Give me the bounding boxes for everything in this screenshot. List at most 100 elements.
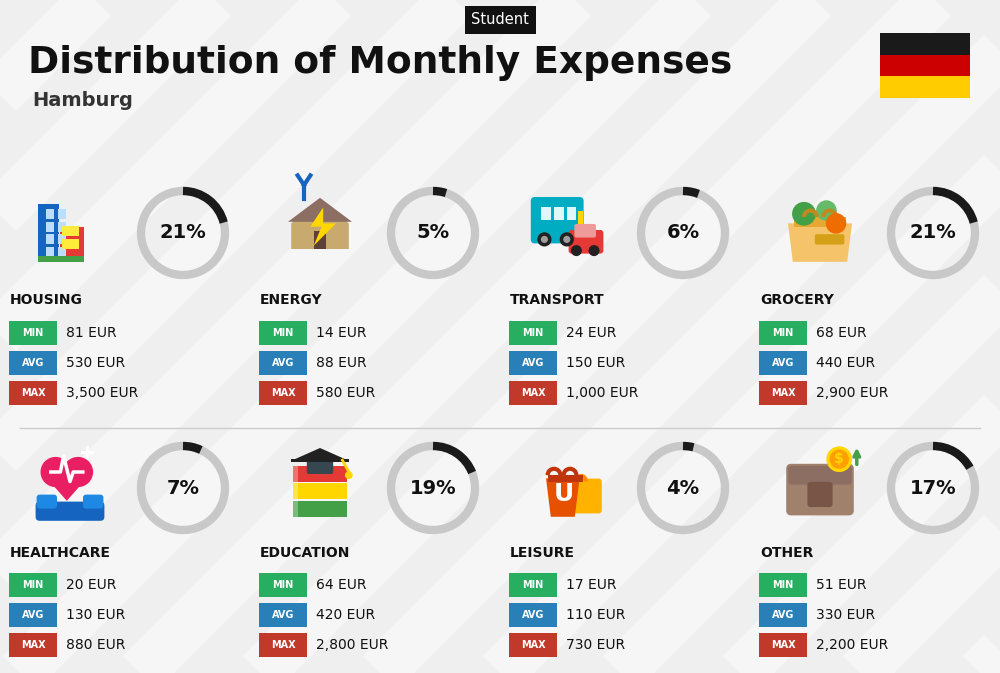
FancyBboxPatch shape [9, 351, 57, 375]
FancyBboxPatch shape [36, 501, 104, 521]
FancyBboxPatch shape [541, 207, 551, 220]
FancyBboxPatch shape [569, 230, 603, 254]
Circle shape [564, 236, 570, 242]
FancyBboxPatch shape [58, 221, 66, 232]
FancyBboxPatch shape [259, 633, 307, 657]
Text: 440 EUR: 440 EUR [816, 356, 875, 370]
Text: 2,900 EUR: 2,900 EUR [816, 386, 888, 400]
Text: 24 EUR: 24 EUR [566, 326, 616, 340]
FancyBboxPatch shape [46, 234, 54, 244]
FancyBboxPatch shape [880, 55, 970, 76]
FancyBboxPatch shape [509, 573, 557, 597]
Circle shape [826, 214, 846, 233]
FancyBboxPatch shape [307, 457, 333, 474]
Text: 420 EUR: 420 EUR [316, 608, 375, 622]
Polygon shape [546, 479, 580, 517]
Polygon shape [291, 448, 349, 461]
Text: MAX: MAX [521, 388, 545, 398]
FancyBboxPatch shape [259, 573, 307, 597]
FancyBboxPatch shape [70, 226, 79, 236]
Text: 21%: 21% [160, 223, 206, 242]
Text: U: U [553, 483, 574, 506]
FancyBboxPatch shape [81, 451, 94, 454]
FancyBboxPatch shape [58, 234, 66, 244]
Text: 68 EUR: 68 EUR [816, 326, 867, 340]
Text: 1,000 EUR: 1,000 EUR [566, 386, 638, 400]
Text: 730 EUR: 730 EUR [566, 638, 625, 652]
Circle shape [538, 233, 551, 246]
Text: 17 EUR: 17 EUR [566, 578, 616, 592]
FancyBboxPatch shape [37, 495, 57, 509]
FancyBboxPatch shape [86, 446, 89, 459]
FancyBboxPatch shape [38, 204, 59, 262]
Text: MIN: MIN [22, 328, 44, 338]
FancyBboxPatch shape [293, 501, 298, 517]
Text: AVG: AVG [272, 610, 294, 620]
FancyBboxPatch shape [509, 351, 557, 375]
Text: MAX: MAX [771, 388, 795, 398]
Text: 3,500 EUR: 3,500 EUR [66, 386, 138, 400]
FancyBboxPatch shape [46, 209, 54, 219]
Text: MAX: MAX [271, 640, 295, 650]
FancyBboxPatch shape [807, 482, 833, 507]
FancyBboxPatch shape [786, 464, 854, 516]
FancyBboxPatch shape [314, 232, 326, 249]
Text: AVG: AVG [22, 358, 44, 368]
Text: 6%: 6% [666, 223, 700, 242]
FancyBboxPatch shape [509, 381, 557, 405]
FancyBboxPatch shape [46, 247, 54, 257]
Text: MIN: MIN [522, 580, 544, 590]
Text: 7%: 7% [166, 479, 200, 497]
FancyBboxPatch shape [38, 256, 84, 262]
Text: $: $ [834, 452, 844, 466]
Text: 880 EUR: 880 EUR [66, 638, 125, 652]
FancyBboxPatch shape [554, 207, 564, 220]
Text: Distribution of Monthly Expenses: Distribution of Monthly Expenses [28, 45, 732, 81]
FancyBboxPatch shape [788, 466, 852, 485]
FancyBboxPatch shape [293, 483, 298, 499]
Text: MIN: MIN [272, 580, 294, 590]
FancyBboxPatch shape [58, 247, 66, 257]
Text: 20 EUR: 20 EUR [66, 578, 116, 592]
FancyBboxPatch shape [9, 603, 57, 627]
Text: MIN: MIN [772, 580, 794, 590]
FancyBboxPatch shape [570, 479, 602, 513]
FancyBboxPatch shape [60, 227, 84, 262]
FancyBboxPatch shape [509, 633, 557, 657]
Text: MAX: MAX [21, 640, 45, 650]
Text: HEALTHCARE: HEALTHCARE [10, 546, 111, 560]
Text: MAX: MAX [21, 388, 45, 398]
Text: AVG: AVG [272, 358, 294, 368]
FancyBboxPatch shape [548, 475, 583, 482]
FancyBboxPatch shape [58, 209, 66, 219]
FancyBboxPatch shape [293, 501, 347, 517]
FancyBboxPatch shape [293, 483, 347, 499]
Text: GROCERY: GROCERY [760, 293, 834, 307]
FancyBboxPatch shape [880, 76, 970, 98]
FancyBboxPatch shape [574, 224, 596, 238]
Text: MIN: MIN [272, 328, 294, 338]
FancyBboxPatch shape [567, 207, 576, 220]
Circle shape [830, 450, 848, 468]
Text: MAX: MAX [771, 640, 795, 650]
Text: OTHER: OTHER [760, 546, 813, 560]
Text: 19%: 19% [410, 479, 456, 497]
Text: 4%: 4% [666, 479, 700, 497]
Text: AVG: AVG [22, 610, 44, 620]
Text: 17%: 17% [910, 479, 956, 497]
FancyBboxPatch shape [509, 321, 557, 345]
Text: TRANSPORT: TRANSPORT [510, 293, 605, 307]
Circle shape [572, 246, 581, 255]
FancyBboxPatch shape [259, 321, 307, 345]
FancyBboxPatch shape [759, 321, 807, 345]
FancyBboxPatch shape [9, 633, 57, 657]
Text: Hamburg: Hamburg [32, 90, 133, 110]
Text: 64 EUR: 64 EUR [316, 578, 366, 592]
FancyBboxPatch shape [759, 573, 807, 597]
Text: MIN: MIN [22, 580, 44, 590]
Text: 14 EUR: 14 EUR [316, 326, 366, 340]
FancyBboxPatch shape [578, 211, 583, 227]
FancyBboxPatch shape [531, 197, 584, 244]
Text: HOUSING: HOUSING [10, 293, 83, 307]
FancyBboxPatch shape [759, 351, 807, 375]
